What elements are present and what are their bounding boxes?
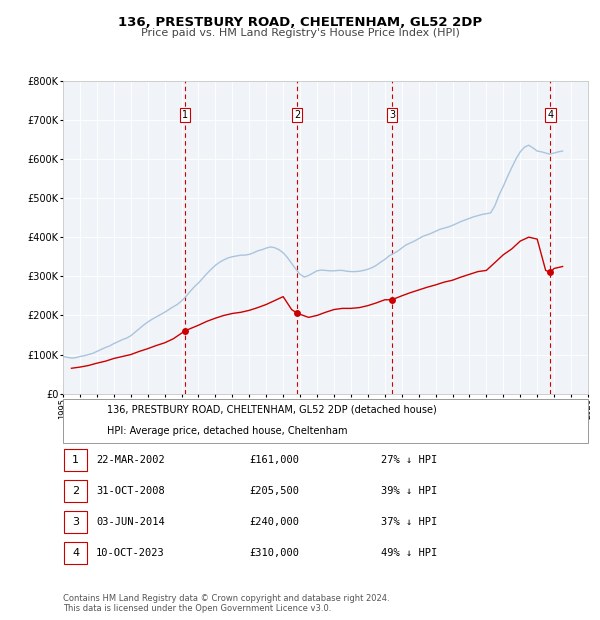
Text: 1: 1 <box>182 110 188 120</box>
Text: 31-OCT-2008: 31-OCT-2008 <box>96 486 165 496</box>
Text: 27% ↓ HPI: 27% ↓ HPI <box>381 455 437 465</box>
Text: 03-JUN-2014: 03-JUN-2014 <box>96 517 165 527</box>
Text: 39% ↓ HPI: 39% ↓ HPI <box>381 486 437 496</box>
Text: £205,500: £205,500 <box>249 486 299 496</box>
Text: 1: 1 <box>72 455 79 465</box>
Text: 136, PRESTBURY ROAD, CHELTENHAM, GL52 2DP: 136, PRESTBURY ROAD, CHELTENHAM, GL52 2D… <box>118 16 482 29</box>
Text: 2: 2 <box>72 486 79 496</box>
Text: 2: 2 <box>294 110 301 120</box>
Text: 49% ↓ HPI: 49% ↓ HPI <box>381 548 437 558</box>
Text: 22-MAR-2002: 22-MAR-2002 <box>96 455 165 465</box>
Text: Contains HM Land Registry data © Crown copyright and database right 2024.: Contains HM Land Registry data © Crown c… <box>63 595 389 603</box>
Text: This data is licensed under the Open Government Licence v3.0.: This data is licensed under the Open Gov… <box>63 604 331 613</box>
Text: £310,000: £310,000 <box>249 548 299 558</box>
Text: £240,000: £240,000 <box>249 517 299 527</box>
Text: 4: 4 <box>547 110 553 120</box>
Text: 10-OCT-2023: 10-OCT-2023 <box>96 548 165 558</box>
Text: Price paid vs. HM Land Registry's House Price Index (HPI): Price paid vs. HM Land Registry's House … <box>140 28 460 38</box>
Text: HPI: Average price, detached house, Cheltenham: HPI: Average price, detached house, Chel… <box>107 426 347 436</box>
Text: 136, PRESTBURY ROAD, CHELTENHAM, GL52 2DP (detached house): 136, PRESTBURY ROAD, CHELTENHAM, GL52 2D… <box>107 405 437 415</box>
Text: 3: 3 <box>72 517 79 527</box>
Text: 37% ↓ HPI: 37% ↓ HPI <box>381 517 437 527</box>
Text: 3: 3 <box>389 110 395 120</box>
Text: £161,000: £161,000 <box>249 455 299 465</box>
Text: 4: 4 <box>72 548 79 558</box>
